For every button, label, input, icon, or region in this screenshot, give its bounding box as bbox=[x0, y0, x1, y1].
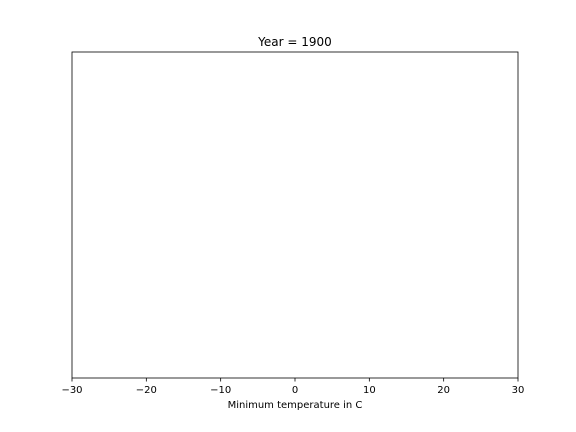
x-tick-label: −30 bbox=[61, 385, 82, 396]
plot-area bbox=[71, 51, 519, 379]
x-tick-label: 30 bbox=[512, 385, 525, 396]
chart-title: Year = 1900 bbox=[257, 35, 332, 49]
x-tick-label: −10 bbox=[210, 385, 231, 396]
x-tick-label: 0 bbox=[292, 385, 298, 396]
x-tick-label: 20 bbox=[437, 385, 450, 396]
x-tick-label: 10 bbox=[363, 385, 376, 396]
x-tick-label: −20 bbox=[136, 385, 157, 396]
x-axis-ticks: −30 −20 −10 0 10 20 30 bbox=[61, 378, 524, 396]
x-axis-label: Minimum temperature in C bbox=[228, 400, 363, 411]
